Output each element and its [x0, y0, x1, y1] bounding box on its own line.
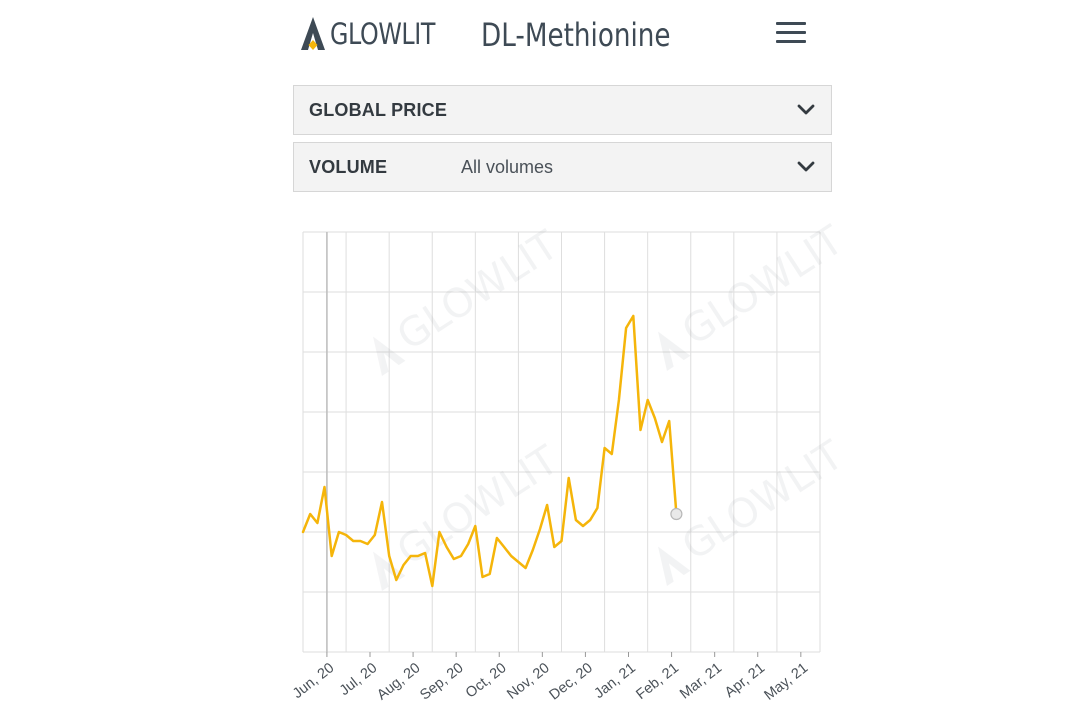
- x-tick-label: Apr, 21: [722, 660, 768, 701]
- watermark-logo-icon: [658, 331, 691, 372]
- volume-label: VOLUME: [309, 157, 388, 177]
- menu-bar: [776, 40, 806, 43]
- brand-name: GLOWLIT: [330, 17, 435, 51]
- chart-series: [301, 314, 683, 588]
- watermark-brand-text: GLOWLIT: [674, 432, 850, 570]
- watermark-logo-icon: [373, 336, 406, 377]
- volume-value: All volumes: [461, 157, 554, 177]
- watermark-logo-icon: [373, 551, 406, 592]
- glowlit-logo[interactable]: GLOWLIT: [300, 14, 458, 54]
- last-data-point-marker: [670, 507, 683, 521]
- page-title: DL-Methionine: [481, 16, 671, 54]
- x-tick-label: Jun, 20: [290, 660, 337, 702]
- watermark-logo: GLOWLIT: [373, 222, 567, 377]
- watermark-brand-text: GLOWLIT: [389, 222, 567, 360]
- x-tick-label: Oct, 20: [463, 660, 510, 701]
- menu-bar: [776, 31, 806, 34]
- x-tick-label: Nov, 20: [504, 660, 552, 703]
- glowlit-logo-icon: [301, 17, 325, 50]
- chart-gridlines: [302, 231, 821, 653]
- x-tick-label: Mar, 21: [677, 660, 725, 702]
- menu-bar: [776, 22, 806, 25]
- x-tick-label: May, 21: [762, 660, 812, 704]
- header: GLOWLIT DL-Methionine: [0, 0, 1080, 80]
- volume-dropdown[interactable]: VOLUME All volumes: [293, 142, 832, 192]
- series-line: [301, 314, 678, 588]
- watermark-brand-text: GLOWLIT: [674, 220, 850, 355]
- price-line-chart[interactable]: GLOWLIT GLOWLIT GLOWLIT GLOWLIT Jun, 20 Jul,…: [290, 220, 850, 720]
- chevron-down-icon: [797, 161, 815, 172]
- x-tick-label: Dec, 20: [547, 660, 596, 703]
- x-tick-label: Feb, 21: [633, 660, 682, 703]
- x-tick-label: Jul, 20: [337, 660, 381, 699]
- global-price-dropdown[interactable]: GLOBAL PRICE: [293, 85, 832, 135]
- x-tick-label: Aug, 20: [374, 660, 423, 703]
- hamburger-menu-icon[interactable]: [776, 22, 806, 50]
- x-tick-label: Sep, 20: [417, 660, 466, 703]
- global-price-label: GLOBAL PRICE: [309, 100, 448, 120]
- watermark-logo: GLOWLIT: [373, 437, 567, 592]
- watermark-logo-icon: [658, 546, 691, 587]
- chevron-down-icon: [797, 104, 815, 115]
- watermark-logo: GLOWLIT: [658, 220, 850, 372]
- x-tick-label: Jan, 21: [592, 660, 639, 702]
